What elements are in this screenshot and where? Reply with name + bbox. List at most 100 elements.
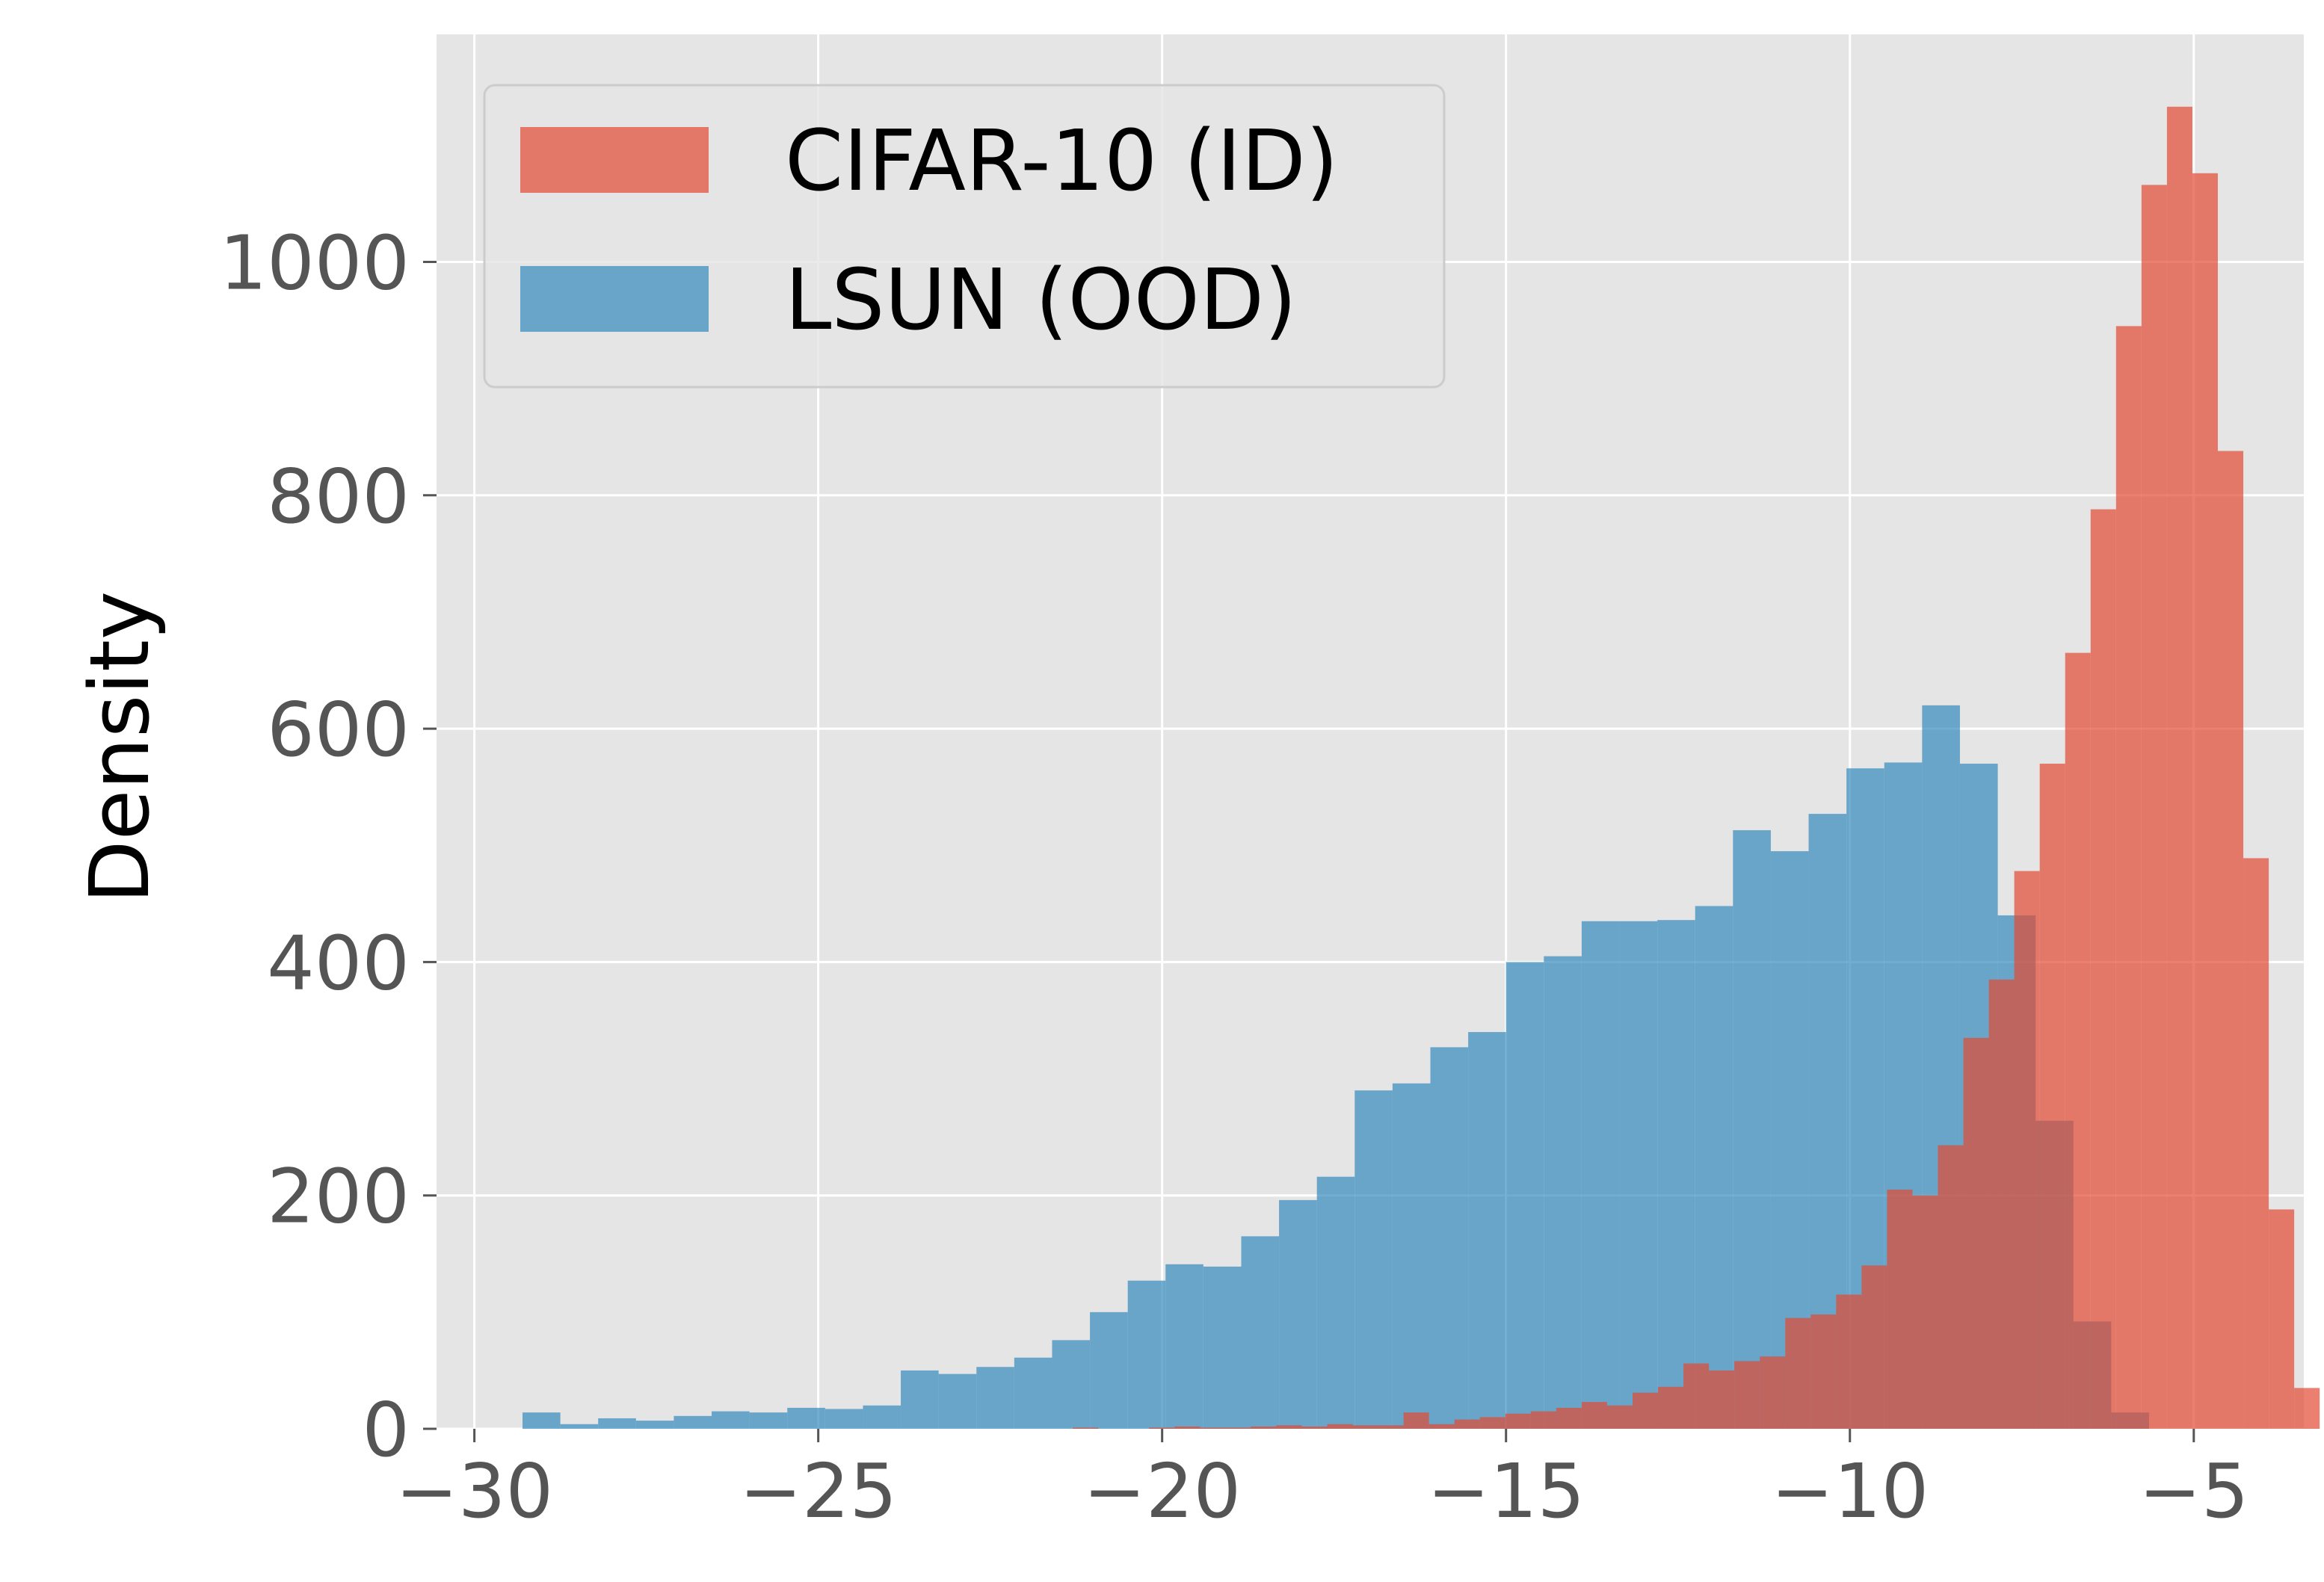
cifar-10-id-bar (1912, 1195, 1938, 1429)
cifar-10-id-bars (1073, 106, 2320, 1430)
cifar-10-id-bar (1149, 1427, 1175, 1429)
cifar-10-id-bar (1403, 1412, 1429, 1429)
cifar-10-id-bar (1530, 1411, 1556, 1429)
cifar-10-id-bar (2090, 509, 2116, 1429)
cifar-10-id-bar (1785, 1317, 1811, 1429)
lsun-ood-bar (1090, 1311, 1128, 1429)
cifar-10-id-bar (2192, 173, 2218, 1430)
y-axis-label: Density (72, 591, 167, 903)
cifar-10-id-bar (1963, 1037, 1989, 1429)
histogram-bars (523, 106, 2320, 1430)
lsun-ood-legend-swatch (520, 266, 709, 332)
lsun-ood-bar (1581, 921, 1620, 1429)
cifar-10-id-bar (1073, 1427, 1099, 1429)
y-tick-label: 1000 (220, 219, 410, 306)
cifar-10-id-bar (2039, 763, 2065, 1429)
cifar-10-id-bar (1378, 1425, 1404, 1429)
y-tick-label: 0 (362, 1386, 410, 1474)
cifar-10-id-bar (1861, 1265, 1887, 1429)
lsun-ood-bar (825, 1409, 863, 1429)
x-tick-label: −25 (739, 1447, 897, 1535)
lsun-ood-bar (863, 1405, 901, 1429)
cifar-10-id-bar (1327, 1424, 1353, 1429)
lsun-ood-bar (523, 1412, 561, 1429)
cifar-10-id-bar (2294, 1388, 2320, 1429)
cifar-10-id-bar (1887, 1189, 1913, 1429)
cifar-10-id-bar (1606, 1405, 1633, 1429)
cifar-10-id-bar (1556, 1407, 1582, 1429)
x-tick-label: −10 (1771, 1447, 1929, 1535)
lsun-ood-bar (1544, 956, 1582, 1429)
cifar-10-id-bar (1174, 1426, 1200, 1429)
legend-box (483, 84, 1446, 389)
cifar-10-id-bar (1505, 1413, 1531, 1429)
x-tick-label: −5 (2139, 1447, 2249, 1535)
cifar-10-id-bar (1810, 1314, 1837, 1429)
lsun-ood-bar (749, 1412, 788, 1429)
cifar-10-id-bar (1760, 1356, 1786, 1429)
cifar-10-id-bar (1633, 1392, 1659, 1429)
lsun-ood-bar (1052, 1340, 1091, 1429)
y-tick-label: 200 (267, 1153, 410, 1240)
cifar-10-id-bar (2217, 451, 2244, 1429)
cifar-10-id-bar (1352, 1425, 1378, 1429)
lsun-ood-bar (787, 1407, 825, 1429)
cifar-10-id-bar (1276, 1425, 1302, 1429)
lsun-ood-bar (1505, 962, 1544, 1429)
cifar-10-id-legend-label: CIFAR-10 (ID) (785, 113, 1338, 210)
lsun-ood-bar (901, 1370, 939, 1429)
cifar-10-id-bar (2115, 326, 2142, 1429)
cifar-10-id-bar (2269, 1209, 2295, 1429)
cifar-10-id-bar (1658, 1386, 1684, 1429)
axes: −30 −25 −20 −15 −10 −5 0 200 400 600 800 1000 (220, 219, 2249, 1535)
cifar-10-id-bar (1251, 1426, 1277, 1429)
cifar-10-id-bar (1836, 1294, 1862, 1429)
lsun-ood-bar (560, 1424, 599, 1429)
lsun-ood-bar (1127, 1280, 1166, 1429)
lsun-ood-bar (976, 1367, 1014, 1429)
cifar-10-id-bar (1709, 1370, 1735, 1429)
lsun-ood-bar (1468, 1032, 1506, 1429)
cifar-10-id-bar (1454, 1419, 1480, 1429)
lsun-ood-bar (938, 1374, 977, 1429)
cifar-10-id-legend-swatch (520, 127, 709, 193)
lsun-ood-bar (674, 1415, 712, 1429)
lsun-ood-bar (1203, 1266, 1242, 1429)
lsun-ood-legend-label: LSUN (OOD) (785, 252, 1297, 349)
lsun-ood-bar (1430, 1047, 1469, 1429)
legend: CIFAR-10 (ID) LSUN (OOD) (483, 84, 1446, 389)
cifar-10-id-bar (1988, 979, 2015, 1429)
x-tick-label: −15 (1427, 1447, 1585, 1535)
lsun-ood-bar (1279, 1199, 1317, 1429)
lsun-ood-bar (598, 1418, 636, 1429)
lsun-ood-bar (1733, 829, 1771, 1429)
lsun-ood-bar (712, 1411, 750, 1429)
cifar-10-id-bar (1200, 1427, 1226, 1429)
lsun-ood-bar (1619, 921, 1658, 1429)
cifar-10-id-bar (1683, 1363, 1710, 1429)
lsun-ood-bar (1695, 906, 1733, 1429)
cifar-10-id-bar (1734, 1361, 1760, 1429)
cifar-10-id-bar (2065, 652, 2091, 1429)
cifar-10-id-bar (2014, 871, 2040, 1429)
x-tick-label: −20 (1083, 1447, 1241, 1535)
cifar-10-id-bar (2243, 858, 2269, 1429)
cifar-10-id-bar (1301, 1426, 1328, 1429)
lsun-ood-bar (635, 1421, 674, 1429)
lsun-ood-bar (1657, 920, 1695, 1429)
lsun-ood-bar (1316, 1176, 1355, 1429)
cifar-10-id-bar (1479, 1417, 1505, 1429)
cifar-10-id-bar (1428, 1424, 1455, 1429)
y-tick-label: 600 (267, 686, 410, 773)
lsun-ood-bar (1165, 1264, 1203, 1429)
cifar-10-id-bar (1225, 1427, 1251, 1429)
y-tick-label: 800 (267, 453, 410, 540)
lsun-ood-bar (1354, 1090, 1393, 1429)
y-tick-label: 400 (267, 919, 410, 1007)
lsun-ood-bar (1241, 1236, 1280, 1429)
cifar-10-id-bar (2141, 185, 2167, 1429)
lsun-ood-bar (1014, 1357, 1052, 1429)
cifar-10-id-bar (1581, 1402, 1607, 1429)
cifar-10-id-bar (1938, 1145, 1964, 1429)
